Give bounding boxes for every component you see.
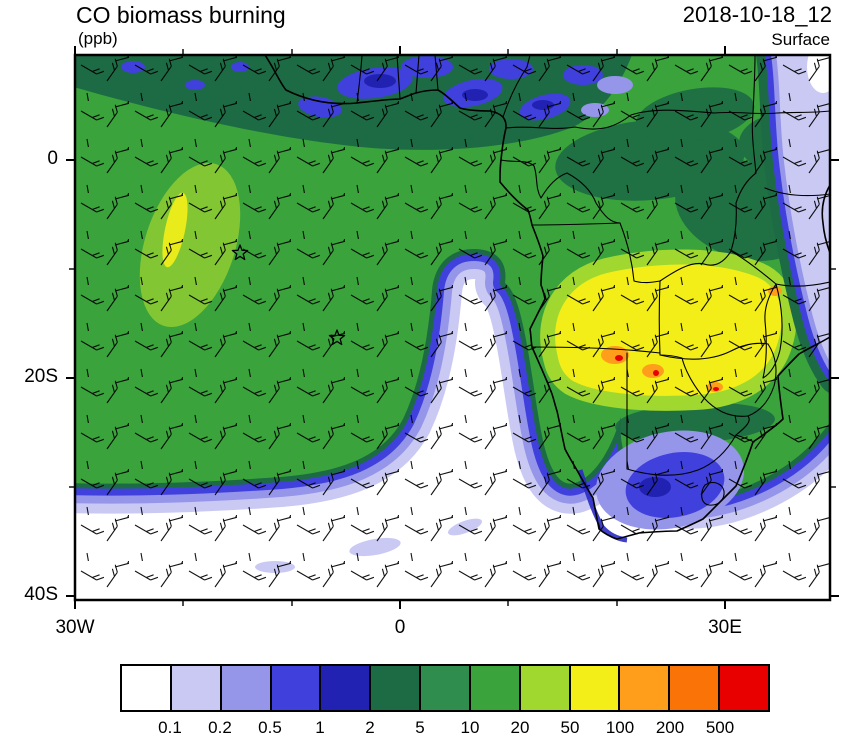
- colorbar-cell: [122, 666, 172, 710]
- colorbar-label: 0.1: [158, 718, 182, 737]
- colorbar-cell: [520, 666, 571, 710]
- colorbar-cell: [470, 666, 521, 710]
- colorbar-label: 50: [560, 718, 580, 737]
- colorbar-label: 10: [460, 718, 480, 737]
- colorbar-cell: [620, 666, 671, 710]
- colorbar-cell: [720, 666, 768, 710]
- colorbar-cell: [421, 666, 471, 710]
- colorbar-label: 500: [705, 718, 735, 737]
- level-label: Surface: [771, 30, 830, 49]
- colorbar: [120, 664, 770, 712]
- x-tick-label-30e: 30E: [708, 617, 742, 638]
- valid-datetime: 2018-10-18_12: [682, 2, 832, 27]
- colorbar-label: 20: [510, 718, 530, 737]
- colorbar-cell: [221, 666, 272, 710]
- colorbar-cell: [670, 666, 721, 710]
- x-tick-label-30w: 30W: [55, 617, 95, 638]
- colorbar-cell: [570, 666, 621, 710]
- page-title: CO biomass burning: [76, 2, 286, 28]
- x-tick-label-0: 0: [394, 617, 406, 638]
- colorbar-label: 0.2: [208, 718, 232, 737]
- map-plot: [66, 46, 839, 609]
- colorbar-cell: [321, 666, 372, 710]
- plot-frame: [73, 53, 832, 602]
- colorbar-label: 200: [655, 718, 685, 737]
- colorbar-cell: [371, 666, 422, 710]
- units-label: (ppb): [78, 29, 118, 48]
- colorbar-cell: [271, 666, 322, 710]
- colorbar-label: 2: [365, 718, 375, 737]
- colorbar-label: 0.5: [258, 718, 282, 737]
- colorbar-label: 1: [315, 718, 325, 737]
- colorbar-label: 100: [605, 718, 635, 737]
- colorbar-cell: [171, 666, 222, 710]
- y-tick-label-0: 0: [47, 148, 58, 169]
- y-tick-label-20s: 20S: [24, 366, 58, 387]
- y-tick-label-40s: 40S: [24, 584, 58, 605]
- colorbar-labels: 0.1 0.2 0.5 1 2 5 10 20 50 100 200 500: [120, 718, 770, 738]
- wind-barbs-layer: [75, 55, 830, 600]
- colorbar-label: 5: [415, 718, 425, 737]
